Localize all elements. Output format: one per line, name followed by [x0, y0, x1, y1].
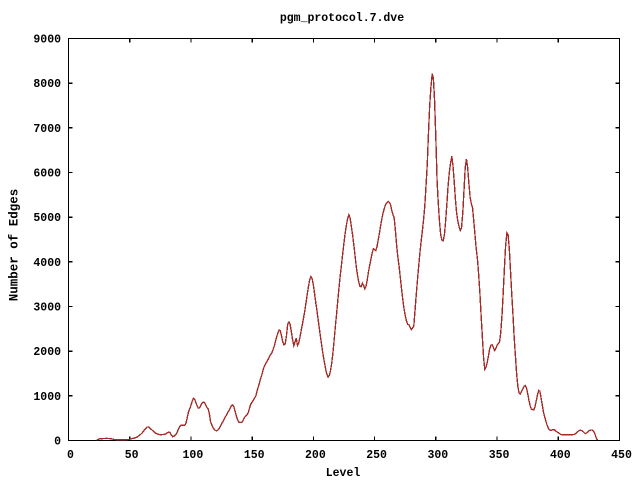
svg-text:450: 450 [611, 449, 632, 462]
svg-text:8000: 8000 [33, 78, 61, 91]
svg-text:7000: 7000 [33, 123, 61, 136]
svg-text:250: 250 [366, 449, 387, 462]
svg-text:2000: 2000 [33, 346, 61, 359]
svg-text:150: 150 [244, 449, 265, 462]
svg-text:4000: 4000 [33, 257, 61, 270]
svg-text:50: 50 [125, 449, 139, 462]
svg-text:Level: Level [326, 467, 361, 480]
svg-text:pgm_protocol.7.dve: pgm_protocol.7.dve [280, 12, 404, 25]
svg-text:3000: 3000 [33, 302, 61, 315]
svg-text:9000: 9000 [33, 34, 61, 47]
svg-text:400: 400 [550, 449, 571, 462]
svg-text:0: 0 [67, 449, 74, 462]
svg-text:6000: 6000 [33, 168, 61, 181]
svg-text:300: 300 [427, 449, 448, 462]
svg-text:0: 0 [54, 436, 61, 449]
svg-text:100: 100 [183, 449, 204, 462]
svg-text:5000: 5000 [33, 212, 61, 225]
svg-text:350: 350 [489, 449, 510, 462]
svg-text:Number of Edges: Number of Edges [8, 189, 22, 302]
svg-text:1000: 1000 [33, 391, 61, 404]
svg-text:200: 200 [305, 449, 326, 462]
